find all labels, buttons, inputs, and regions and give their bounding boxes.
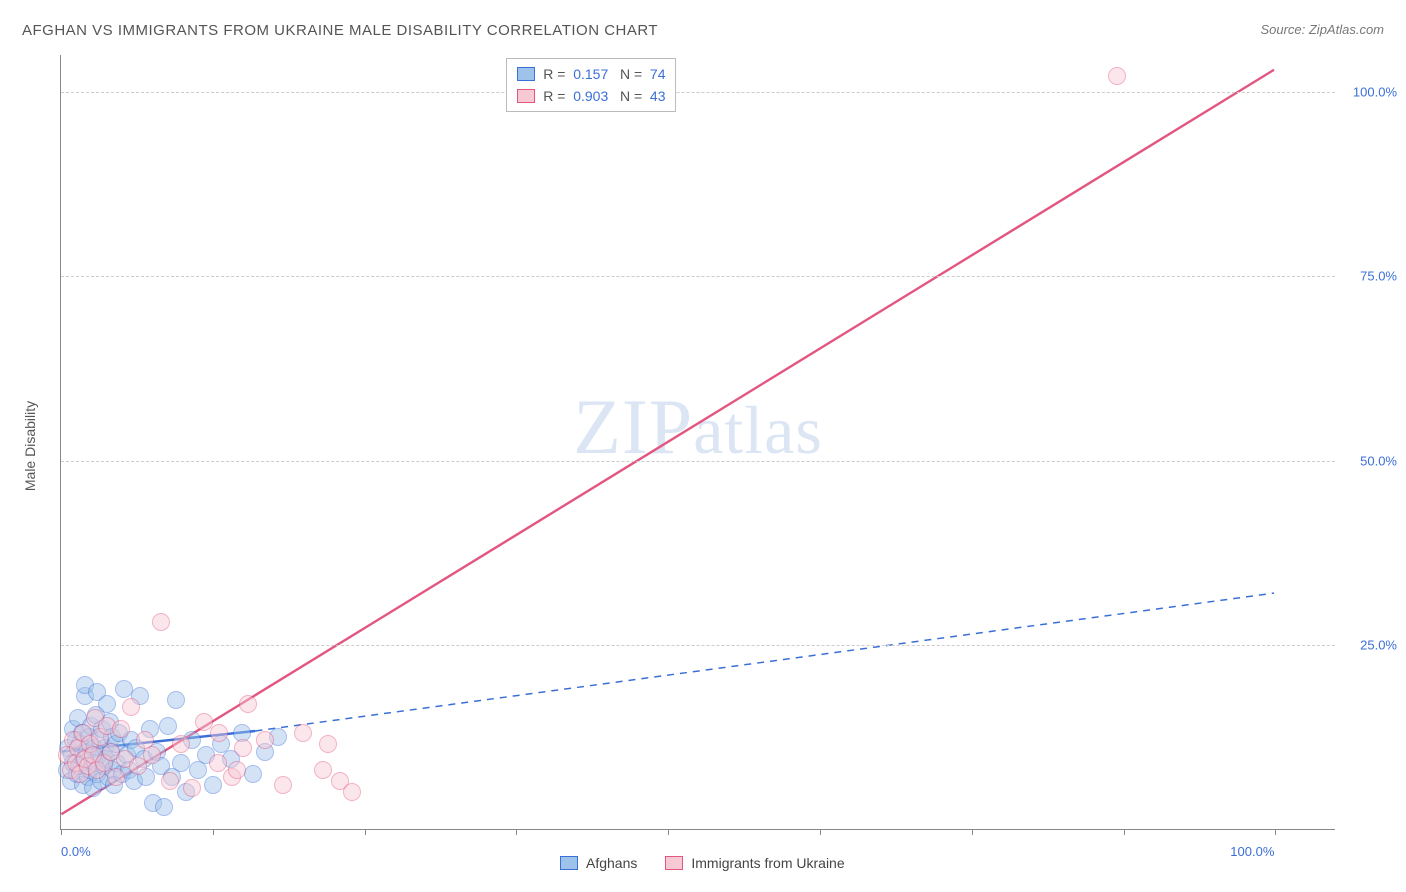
x-tick xyxy=(365,829,366,835)
trend-line-dashed xyxy=(255,593,1274,731)
trend-lines-layer xyxy=(61,55,1335,829)
data-point xyxy=(209,754,227,772)
y-tick-label: 50.0% xyxy=(1360,453,1397,468)
data-point xyxy=(228,761,246,779)
source-attribution: Source: ZipAtlas.com xyxy=(1260,22,1384,37)
x-tick xyxy=(516,829,517,835)
x-tick xyxy=(1124,829,1125,835)
gridline-h xyxy=(61,461,1335,462)
y-tick-label: 75.0% xyxy=(1360,269,1397,284)
y-tick-label: 100.0% xyxy=(1353,84,1397,99)
data-point xyxy=(159,717,177,735)
data-point xyxy=(274,776,292,794)
data-point xyxy=(161,772,179,790)
data-point xyxy=(244,765,262,783)
data-point xyxy=(107,768,125,786)
x-tick xyxy=(820,829,821,835)
x-tick xyxy=(668,829,669,835)
legend-item: Afghans xyxy=(560,855,637,871)
x-tick xyxy=(972,829,973,835)
data-point xyxy=(183,779,201,797)
legend-label: Afghans xyxy=(586,855,637,871)
data-point xyxy=(172,735,190,753)
x-tick-label: 0.0% xyxy=(61,844,91,859)
gridline-h xyxy=(61,276,1335,277)
x-tick xyxy=(1275,829,1276,835)
legend-label: Immigrants from Ukraine xyxy=(691,855,844,871)
legend-swatch xyxy=(665,856,683,870)
data-point xyxy=(234,739,252,757)
y-tick-label: 25.0% xyxy=(1360,638,1397,653)
legend-swatch xyxy=(517,89,535,103)
legend-stat-text: R = 0.157 N = 74 xyxy=(543,66,665,82)
legend-bottom: Afghans Immigrants from Ukraine xyxy=(560,855,845,871)
data-point xyxy=(1108,67,1126,85)
data-point xyxy=(172,754,190,772)
data-point xyxy=(112,720,130,738)
data-point xyxy=(152,613,170,631)
legend-stats: R = 0.157 N = 74 R = 0.903 N = 43 xyxy=(506,58,676,112)
data-point xyxy=(239,695,257,713)
x-tick-label: 100.0% xyxy=(1230,844,1274,859)
data-point xyxy=(314,761,332,779)
legend-item: Immigrants from Ukraine xyxy=(665,855,844,871)
x-tick xyxy=(213,829,214,835)
data-point xyxy=(98,695,116,713)
data-point xyxy=(294,724,312,742)
watermark: ZIPatlas xyxy=(573,382,823,472)
data-point xyxy=(256,731,274,749)
x-tick xyxy=(61,829,62,835)
gridline-h xyxy=(61,92,1335,93)
data-point xyxy=(343,783,361,801)
data-point xyxy=(122,698,140,716)
data-point xyxy=(210,724,228,742)
plot-area: ZIPatlas 25.0%50.0%75.0%100.0%0.0%100.0% xyxy=(60,55,1335,830)
data-point xyxy=(143,746,161,764)
legend-swatch xyxy=(560,856,578,870)
gridline-h xyxy=(61,645,1335,646)
legend-swatch xyxy=(517,67,535,81)
data-point xyxy=(319,735,337,753)
data-point xyxy=(155,798,173,816)
data-point xyxy=(167,691,185,709)
chart-title: AFGHAN VS IMMIGRANTS FROM UKRAINE MALE D… xyxy=(22,22,658,39)
data-point xyxy=(204,776,222,794)
legend-stat-text: R = 0.903 N = 43 xyxy=(543,88,665,104)
y-axis-label: Male Disability xyxy=(22,401,38,491)
